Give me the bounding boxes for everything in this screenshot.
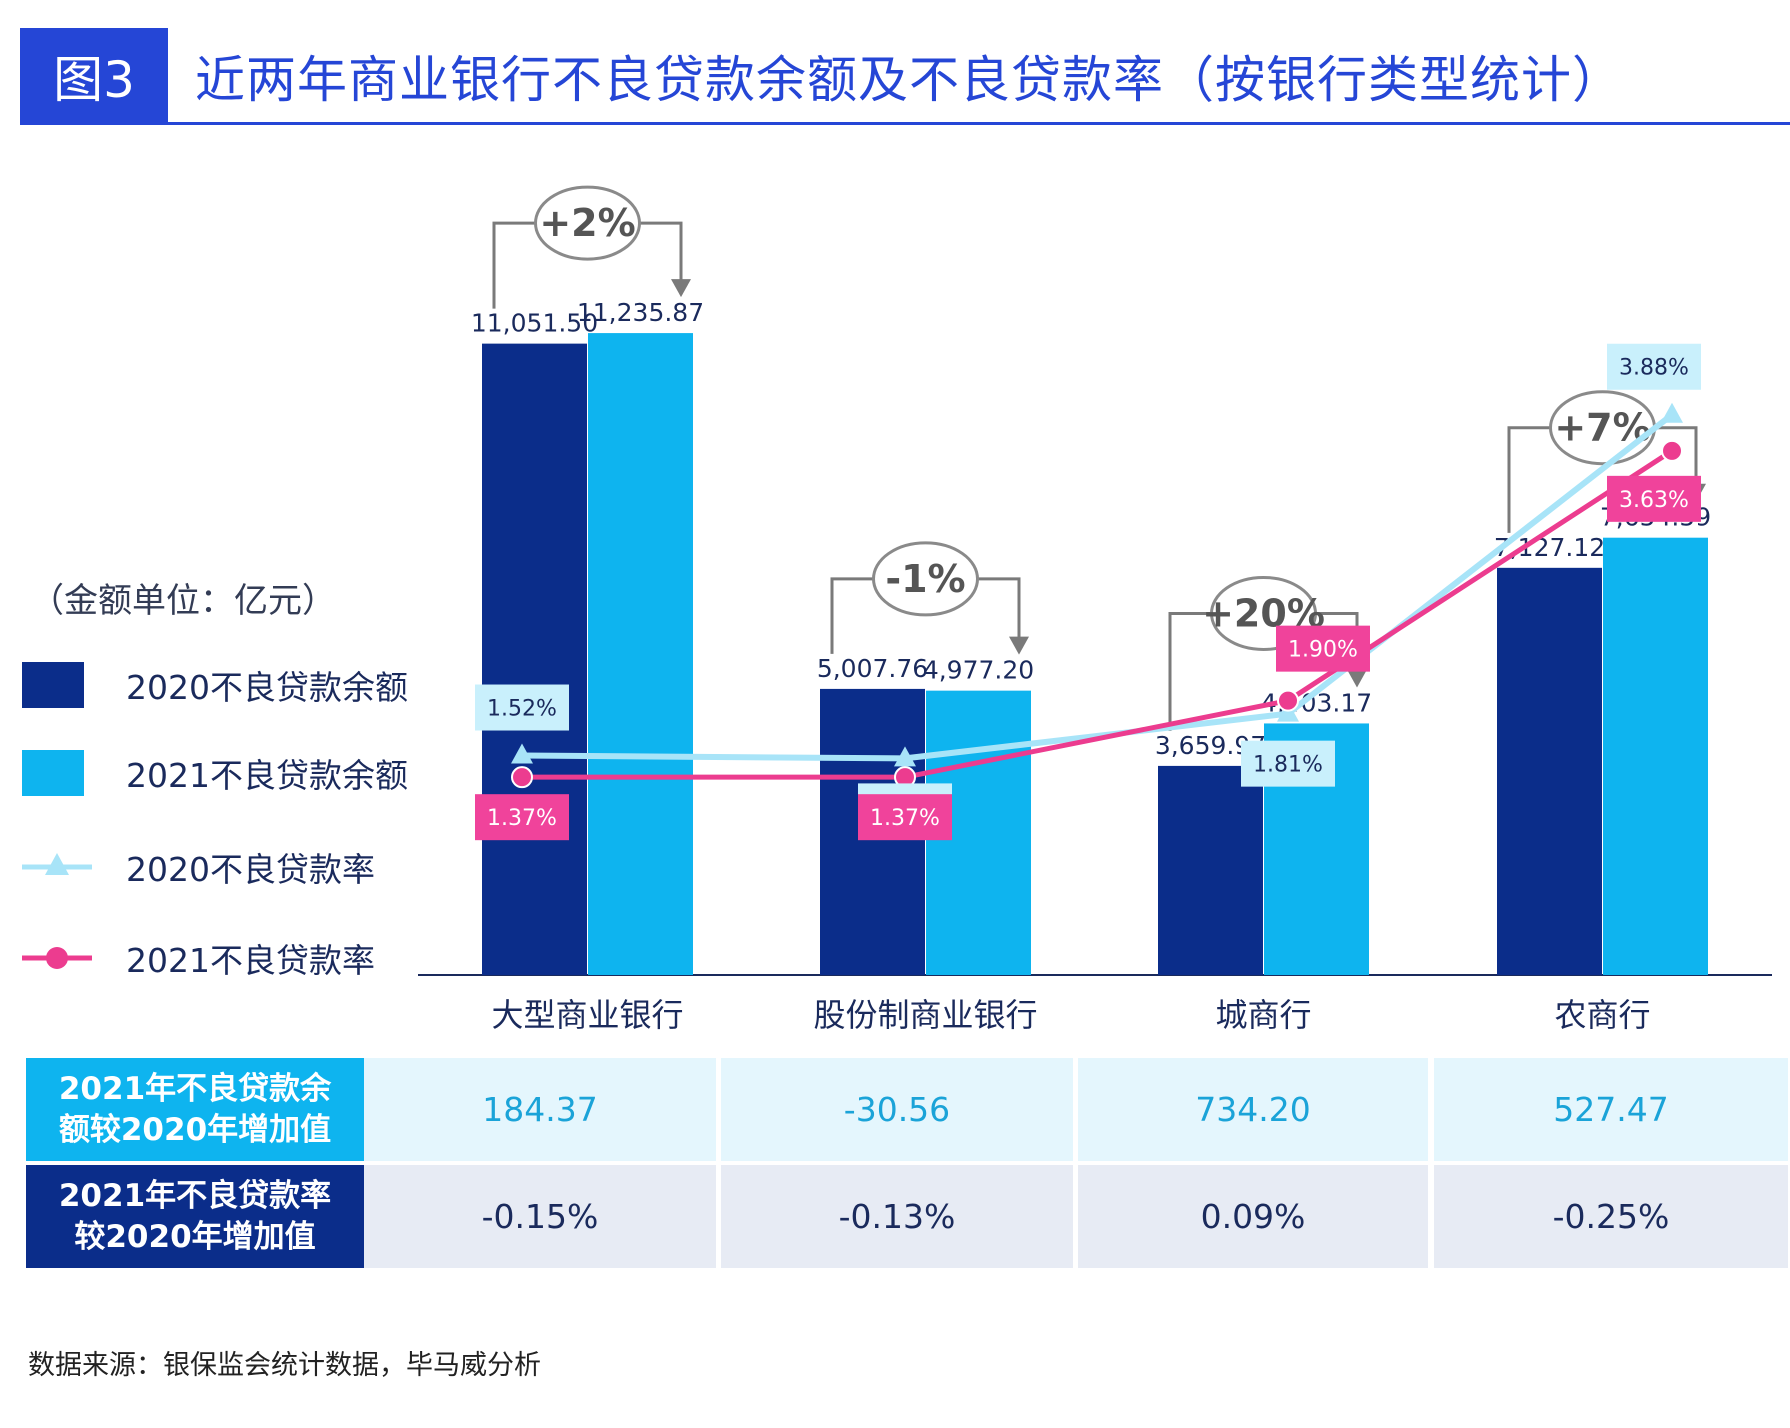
legend-item-2020-balance: 2020不良贷款余额 xyxy=(22,660,408,710)
category-tick-label: 农商行 xyxy=(1554,996,1650,1034)
bar xyxy=(482,343,587,975)
legend-swatch-2021-balance xyxy=(22,750,84,796)
bar-value-label: 4,977.20 xyxy=(923,656,1034,685)
bar-value-label: 11,051.50 xyxy=(471,309,598,338)
table-cell: 734.20 xyxy=(1078,1058,1428,1161)
rate-value-label: 1.37% xyxy=(870,806,940,831)
bar-value-label: 11,235.87 xyxy=(577,298,704,327)
rate-label-box xyxy=(475,684,569,731)
source-note: 数据来源：银保监会统计数据，毕马威分析 xyxy=(28,1350,541,1381)
rate-marker-circle xyxy=(511,766,533,789)
unit-note: （金额单位：亿元） xyxy=(30,581,336,621)
row-header-balance-increase: 2021年不良贷款余额较2020年增加值 xyxy=(26,1058,364,1161)
legend-circle-line-icon xyxy=(22,947,92,969)
change-arrow-icon xyxy=(671,279,691,298)
category-tick-label: 股份制商业银行 xyxy=(813,996,1037,1034)
change-bubble xyxy=(534,185,641,261)
table-row-rate-increase: 2021年不良贷款率较2020年增加值 -0.15% -0.13% 0.09% … xyxy=(26,1165,1788,1268)
table-cell: -30.56 xyxy=(721,1058,1073,1161)
change-bracket-left xyxy=(1507,426,1551,533)
rate-value-label: 1.37% xyxy=(487,806,557,831)
change-bubble xyxy=(872,541,979,617)
table-cell: -0.15% xyxy=(364,1165,716,1268)
row-header-rate-increase: 2021年不良贷款率较2020年增加值 xyxy=(26,1165,364,1268)
legend-label-2021-balance: 2021不良贷款余额 xyxy=(126,756,408,795)
rate-value-label: 3.88% xyxy=(1619,356,1689,381)
table-cell: -0.13% xyxy=(721,1165,1073,1268)
rate-label-box xyxy=(1607,475,1701,522)
rate-label-box xyxy=(1276,625,1370,672)
bar-value-label: 5,007.76 xyxy=(817,654,928,683)
change-percent-label: -1% xyxy=(885,557,965,601)
bar xyxy=(1603,537,1708,975)
change-bracket-right xyxy=(977,577,1021,639)
legend-label-2020-rate: 2020不良贷款率 xyxy=(126,850,375,889)
change-bracket-left xyxy=(1168,611,1212,731)
change-arrow-icon xyxy=(1347,669,1367,688)
title-divider xyxy=(20,122,1790,125)
table-cell: 527.47 xyxy=(1434,1058,1788,1161)
bar xyxy=(1158,765,1263,975)
legend-item-2020-rate: 2020不良贷款率 xyxy=(22,842,375,892)
rate-value-label: 3.63% xyxy=(1619,488,1689,513)
rate-label-box xyxy=(1607,343,1701,390)
rate-label-box xyxy=(1241,740,1335,787)
rate-marker-circle xyxy=(1661,439,1683,462)
change-bracket-left xyxy=(492,221,536,309)
bar xyxy=(1497,567,1602,975)
category-tick-label: 大型商业银行 xyxy=(491,996,683,1034)
legend-label-2020-balance: 2020不良贷款余额 xyxy=(126,668,408,707)
rate-marker-circle xyxy=(1277,689,1299,712)
rate-line-2021 xyxy=(522,448,1674,780)
increase-table: 2021年不良贷款余额较2020年增加值 184.37 -30.56 734.2… xyxy=(26,1058,1788,1268)
table-cell: -0.25% xyxy=(1434,1165,1788,1268)
figure-title: 近两年商业银行不良贷款余额及不良贷款率（按银行类型统计） xyxy=(195,51,1623,109)
legend-swatch-2020-balance xyxy=(22,662,84,708)
table-cell: 0.09% xyxy=(1078,1165,1428,1268)
rate-marker-triangle xyxy=(1661,402,1683,423)
legend-item-2021-balance: 2021不良贷款余额 xyxy=(22,748,408,798)
rate-value-label: 1.81% xyxy=(1253,753,1323,778)
bar xyxy=(588,333,693,976)
rate-label-box xyxy=(475,794,569,841)
rate-line-2020 xyxy=(521,412,1674,762)
rate-value-label: 1.52% xyxy=(487,697,557,722)
figure-tag: 图3 xyxy=(20,28,168,124)
table-cell: 184.37 xyxy=(364,1058,716,1161)
change-bracket-left xyxy=(830,577,874,654)
rate-marker-triangle xyxy=(894,746,916,767)
rate-value-label: 1.90% xyxy=(1288,638,1358,663)
legend-triangle-line-icon xyxy=(22,853,92,875)
legend-item-2021-rate: 2021不良贷款率 xyxy=(22,933,375,983)
category-tick-label: 城商行 xyxy=(1215,996,1311,1034)
change-percent-label: +2% xyxy=(539,201,635,245)
rate-label-box xyxy=(858,794,952,841)
rate-marker-triangle xyxy=(511,743,533,764)
change-bracket-right xyxy=(639,221,683,282)
change-bracket-right xyxy=(1654,426,1698,486)
legend-label-2021-rate: 2021不良贷款率 xyxy=(126,941,375,980)
table-row-balance-increase: 2021年不良贷款余额较2020年增加值 184.37 -30.56 734.2… xyxy=(26,1058,1788,1161)
change-arrow-icon xyxy=(1009,636,1029,655)
